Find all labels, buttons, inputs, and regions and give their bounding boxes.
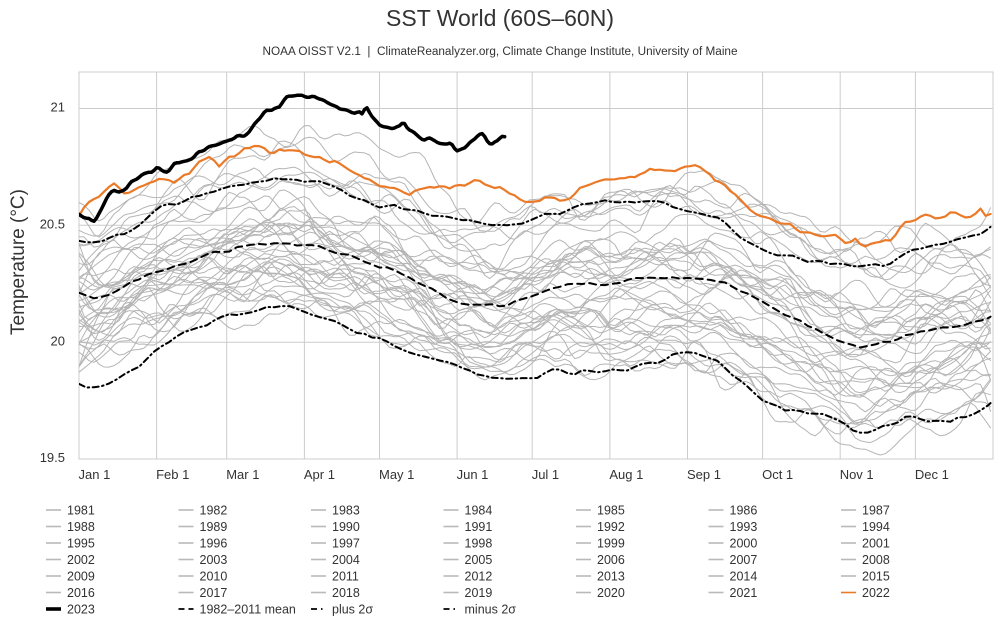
svg-text:Jun 1: Jun 1 [457,467,489,482]
svg-text:2016: 2016 [67,586,95,600]
svg-text:1993: 1993 [730,520,758,534]
svg-text:19.5: 19.5 [40,450,65,465]
svg-text:2023: 2023 [67,603,95,617]
svg-text:2015: 2015 [862,570,890,584]
svg-text:2021: 2021 [730,586,758,600]
svg-text:2009: 2009 [67,570,95,584]
svg-text:2012: 2012 [465,570,493,584]
svg-text:2011: 2011 [332,570,359,584]
svg-text:1994: 1994 [862,520,890,534]
svg-text:1989: 1989 [200,520,228,534]
svg-text:Sep 1: Sep 1 [687,467,721,482]
svg-text:2000: 2000 [730,537,758,551]
svg-text:1982: 1982 [200,504,228,518]
svg-text:1981: 1981 [67,504,95,518]
svg-text:20.5: 20.5 [40,217,65,232]
svg-text:2007: 2007 [730,553,758,567]
svg-text:2008: 2008 [862,553,890,567]
svg-text:2017: 2017 [200,586,228,600]
svg-text:2004: 2004 [332,553,360,567]
svg-text:Oct 1: Oct 1 [762,467,793,482]
svg-text:21: 21 [51,100,65,115]
svg-text:1983: 1983 [332,504,360,518]
svg-text:1997: 1997 [332,537,360,551]
svg-text:NOAA OISST V2.1 | ClimateRea: NOAA OISST V2.1 | ClimateReanalyzer.org,… [263,45,738,58]
svg-text:1992: 1992 [597,520,625,534]
svg-text:2003: 2003 [200,553,228,567]
svg-text:20: 20 [51,333,65,348]
svg-text:1996: 1996 [200,537,228,551]
svg-text:Temperature (°C): Temperature (°C) [8,189,29,335]
svg-text:Apr 1: Apr 1 [304,467,335,482]
svg-text:2010: 2010 [200,570,228,584]
svg-text:1985: 1985 [597,504,625,518]
svg-text:Nov 1: Nov 1 [840,467,874,482]
svg-text:2014: 2014 [730,570,758,584]
svg-text:1991: 1991 [465,520,493,534]
svg-text:2002: 2002 [67,553,95,567]
svg-text:2013: 2013 [597,570,625,584]
svg-text:Feb 1: Feb 1 [156,467,189,482]
svg-text:Dec 1: Dec 1 [915,467,949,482]
svg-text:2018: 2018 [332,586,360,600]
svg-text:1998: 1998 [465,537,493,551]
svg-text:1990: 1990 [332,520,360,534]
svg-text:1982–2011 mean: 1982–2011 mean [200,603,296,617]
svg-text:1987: 1987 [862,504,890,518]
svg-text:Aug 1: Aug 1 [609,467,643,482]
svg-text:2001: 2001 [862,537,890,551]
svg-text:2022: 2022 [862,586,890,600]
svg-text:1999: 1999 [597,537,625,551]
svg-text:2020: 2020 [597,586,625,600]
svg-text:1988: 1988 [67,520,95,534]
svg-text:2005: 2005 [465,553,493,567]
svg-text:Mar 1: Mar 1 [226,467,259,482]
svg-text:minus 2σ: minus 2σ [465,603,517,617]
svg-text:1984: 1984 [465,504,493,518]
svg-text:1995: 1995 [67,537,95,551]
svg-text:Jan 1: Jan 1 [79,467,111,482]
svg-text:2019: 2019 [465,586,493,600]
svg-text:2006: 2006 [597,553,625,567]
svg-text:May 1: May 1 [379,467,414,482]
svg-text:Jul 1: Jul 1 [532,467,559,482]
svg-text:1986: 1986 [730,504,758,518]
svg-text:plus 2σ: plus 2σ [332,603,373,617]
svg-text:SST World (60S–60N): SST World (60S–60N) [386,5,614,31]
